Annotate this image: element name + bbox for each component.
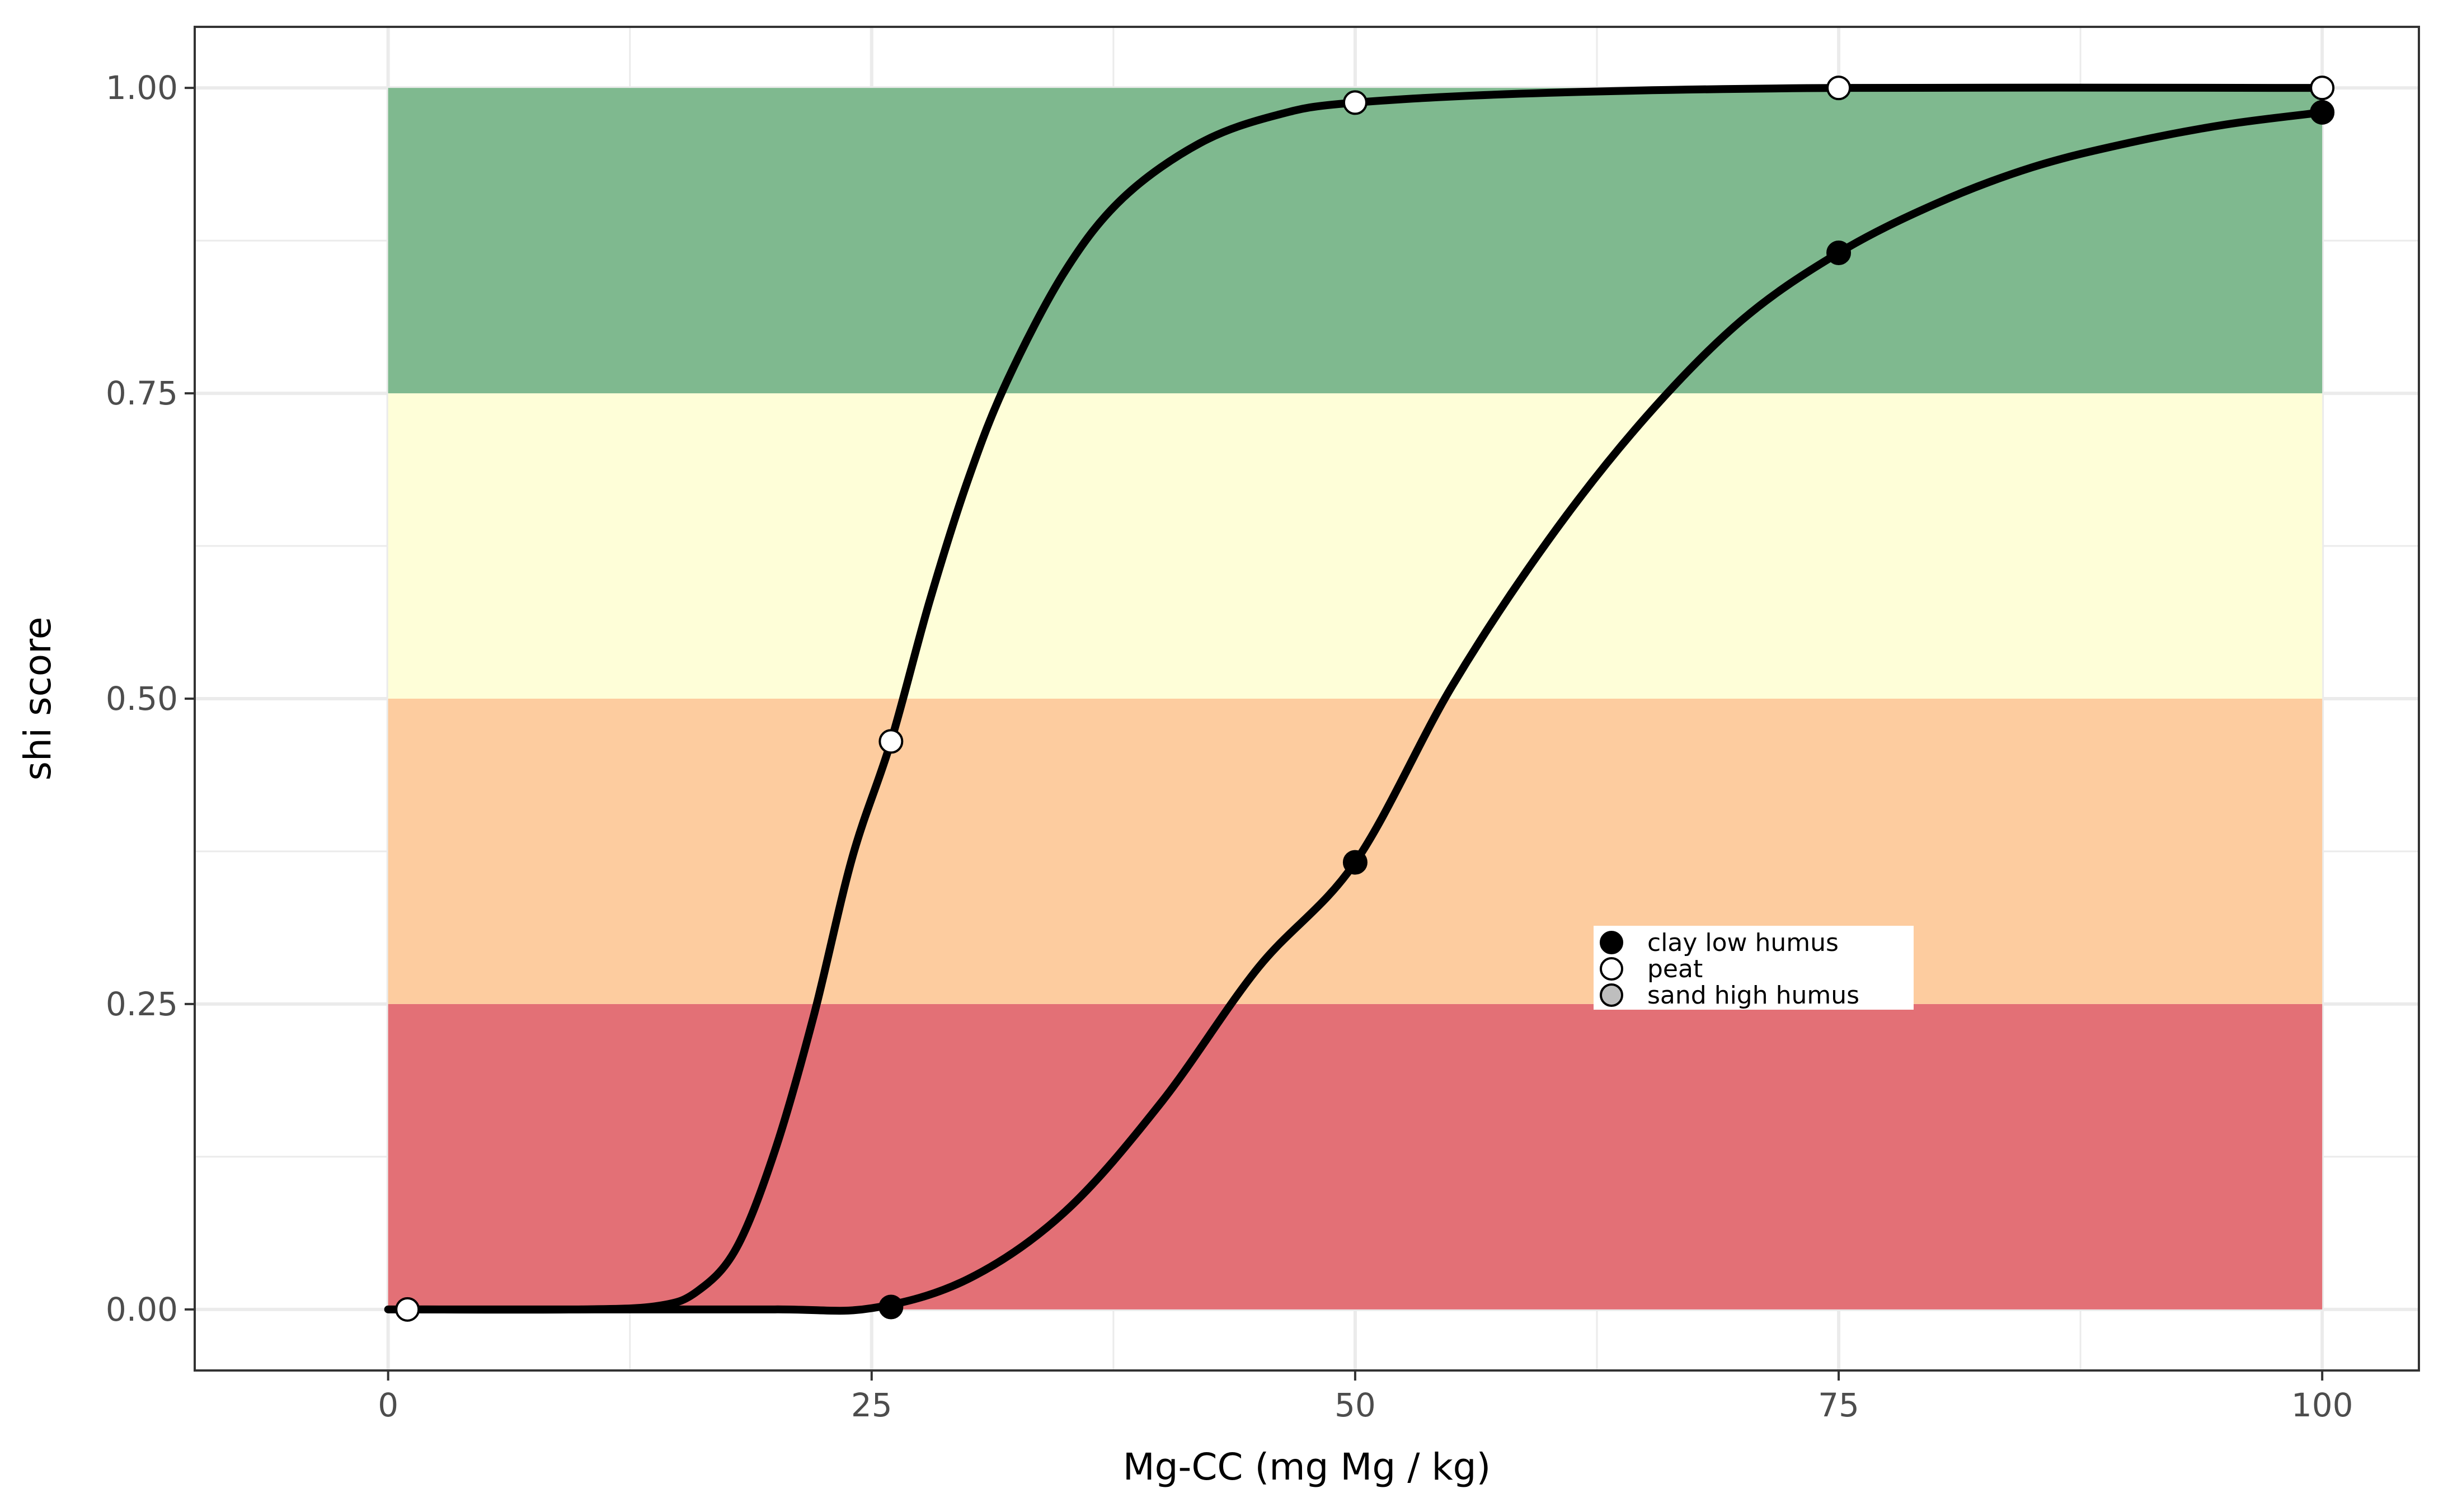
series-point-1 (878, 729, 904, 754)
x-tick-label: 0 (378, 1386, 398, 1424)
series-point-0 (1826, 240, 1852, 265)
legend-key (1600, 983, 1623, 1007)
series-line-1 (403, 83, 2327, 1314)
x-tick-label: 50 (1335, 1386, 1376, 1424)
x-tick-label: 25 (851, 1386, 892, 1424)
series-line-0 (384, 108, 2327, 1315)
axis-ticks: 0 25 50 75 100 0.00 0.25 0.50 0.75 1.00 (106, 69, 2353, 1424)
y-tick-label: 1.00 (106, 69, 178, 107)
score-band-3 (388, 88, 2323, 394)
series-point-1 (2310, 76, 2335, 101)
series-point-0 (2310, 100, 2335, 125)
y-axis-title: shi score (16, 617, 59, 781)
y-tick-label: 0.75 (106, 374, 178, 412)
score-band-2 (388, 393, 2323, 699)
legend-key (1600, 931, 1623, 954)
legend-box (1594, 926, 1914, 1010)
legend-label: clay low humus (1647, 929, 1839, 957)
x-tick-label: 75 (1818, 1386, 1859, 1424)
score-band-0 (388, 1004, 2323, 1310)
legend-label: peat (1647, 955, 1703, 983)
x-tick-label: 100 (2291, 1386, 2353, 1424)
y-tick-label: 0.00 (106, 1290, 178, 1329)
legend-key (1600, 957, 1623, 981)
x-axis-title: Mg-CC (mg Mg / kg) (1123, 1445, 1491, 1489)
series-point-0 (878, 1294, 904, 1320)
series-point-1 (1342, 90, 1368, 115)
y-tick-label: 0.25 (106, 985, 178, 1023)
legend-label: sand high humus (1647, 981, 1859, 1010)
series-point-0 (1342, 850, 1368, 875)
y-tick-label: 0.50 (106, 680, 178, 718)
series-point-1 (1826, 76, 1852, 101)
series-point-1 (395, 1297, 420, 1322)
plot-panel (194, 26, 2420, 1372)
